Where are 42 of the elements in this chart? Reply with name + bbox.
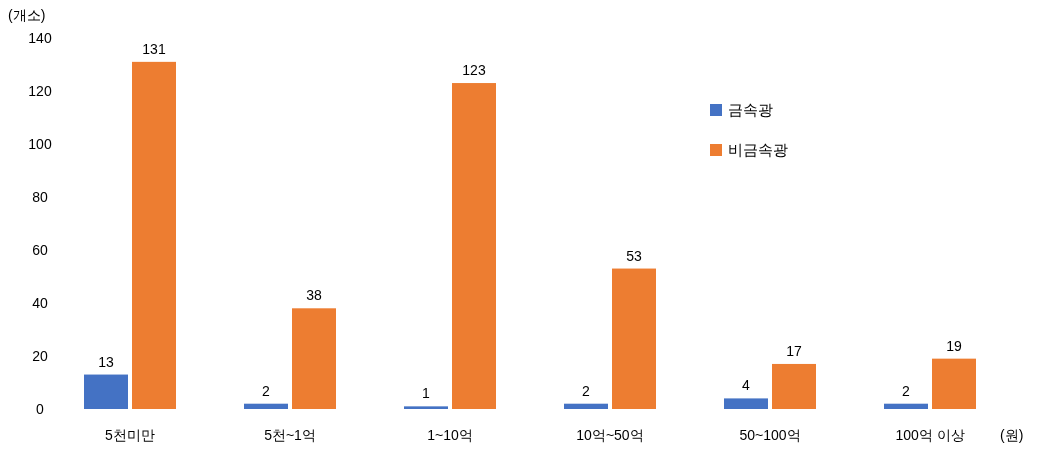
bar <box>564 403 608 409</box>
bar <box>84 374 128 409</box>
x-tick-label: 1~10억 <box>427 427 473 443</box>
y-tick-label: 120 <box>28 83 52 99</box>
bar <box>932 358 976 409</box>
x-tick-label: 10억~50억 <box>576 427 644 443</box>
data-label: 123 <box>462 62 486 79</box>
x-tick-label: 100억 이상 <box>895 427 965 443</box>
x-tick-label: 5천~1억 <box>264 427 316 443</box>
bar <box>724 398 768 409</box>
data-label: 2 <box>262 382 271 399</box>
bar <box>244 403 288 409</box>
y-tick-label: 140 <box>28 30 52 46</box>
y-tick-label: 0 <box>36 401 45 417</box>
y-tick-label: 20 <box>32 348 48 364</box>
x-tick-label: 5천미만 <box>105 427 155 443</box>
data-label: 4 <box>742 377 751 394</box>
bar <box>404 406 448 409</box>
bar <box>612 268 656 409</box>
data-label: 1 <box>422 385 431 402</box>
data-label: 38 <box>306 287 322 304</box>
y-tick-label: 100 <box>28 136 52 152</box>
data-label: 2 <box>582 382 591 399</box>
y-axis-title: (개소) <box>8 7 46 23</box>
data-label: 19 <box>946 337 962 354</box>
y-tick-label: 60 <box>32 242 48 258</box>
bar <box>292 308 336 409</box>
bar <box>132 61 176 409</box>
data-label: 17 <box>786 342 802 359</box>
legend-label: 비금속광 <box>728 141 788 158</box>
data-label: 13 <box>98 353 114 370</box>
y-tick-label: 40 <box>32 295 48 311</box>
bar <box>884 403 928 409</box>
legend-label: 금속광 <box>728 101 773 118</box>
data-label: 2 <box>902 382 911 399</box>
bar <box>772 363 816 409</box>
y-tick-label: 80 <box>32 189 48 205</box>
data-label: 53 <box>626 247 642 264</box>
x-axis-title: (원) <box>1000 427 1024 443</box>
bar <box>452 83 496 409</box>
x-tick-label: 50~100억 <box>739 427 801 443</box>
data-label: 131 <box>142 40 166 57</box>
